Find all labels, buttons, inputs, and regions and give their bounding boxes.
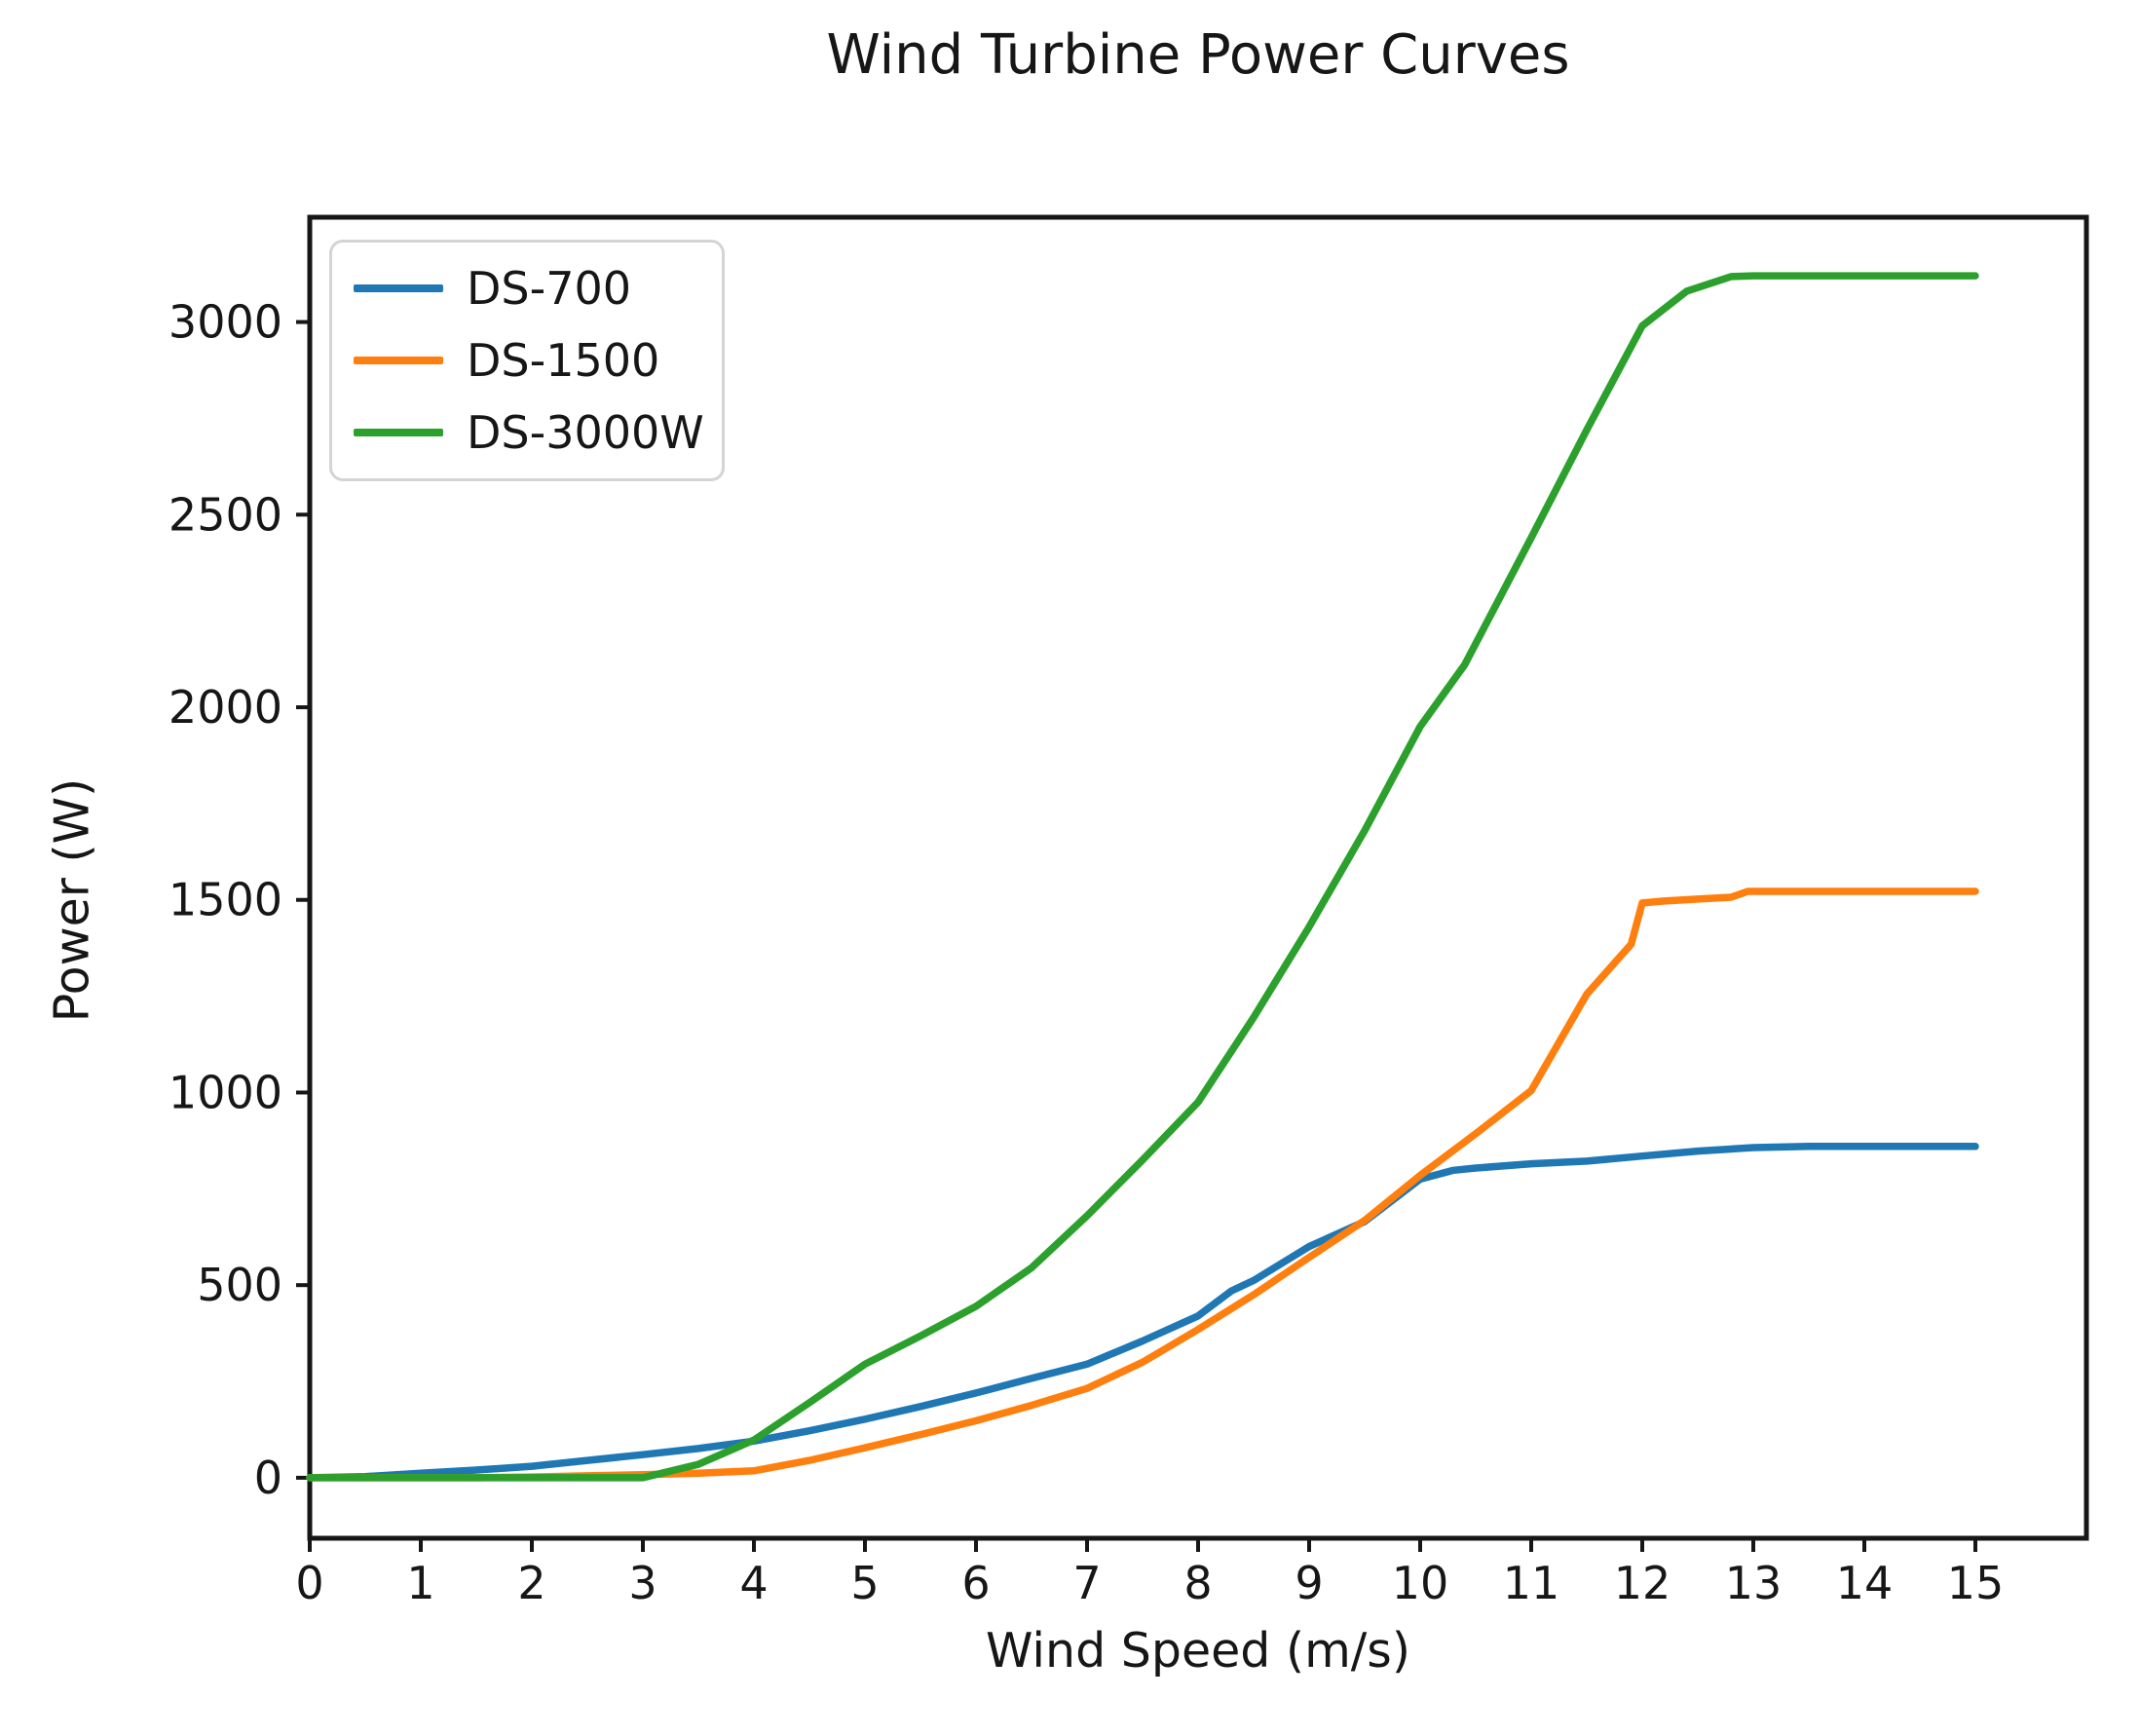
legend-label-ds-1500: DS-1500: [467, 334, 660, 387]
x-tick-label: 9: [1295, 1557, 1323, 1609]
x-tick-label: 10: [1392, 1557, 1449, 1609]
y-tick-label: 1500: [169, 874, 282, 926]
x-tick-label: 15: [1947, 1557, 2005, 1609]
legend-line-swatch-ds-700-icon: [354, 284, 443, 292]
x-tick-label: 3: [628, 1557, 657, 1609]
y-tick-label: 2000: [169, 681, 282, 734]
x-tick-label: 2: [517, 1557, 545, 1609]
x-tick-label: 13: [1725, 1557, 1783, 1609]
chart-title: Wind Turbine Power Curves: [826, 23, 1570, 87]
x-tick-label: 4: [739, 1557, 768, 1609]
legend-item-ds-700: DS-700: [354, 252, 722, 324]
y-tick-label: 500: [197, 1259, 282, 1311]
x-tick-label: 8: [1183, 1557, 1212, 1609]
y-tick-label: 1000: [169, 1066, 282, 1118]
x-tick-label: 5: [850, 1557, 879, 1609]
y-axis-label: Power (W): [44, 777, 100, 1023]
legend: DS-700 DS-1500 DS-3000W: [329, 240, 725, 481]
series-line-ds-700: [306, 1143, 1979, 1482]
x-tick-label: 7: [1072, 1557, 1101, 1609]
legend-label-ds-3000w: DS-3000W: [467, 406, 704, 459]
series-line-ds-1500: [306, 887, 1979, 1482]
x-axis-label: Wind Speed (m/s): [986, 1623, 1410, 1679]
x-tick-label: 6: [961, 1557, 990, 1609]
y-tick-label: 2500: [169, 488, 282, 541]
x-tick-label: 11: [1503, 1557, 1560, 1609]
x-tick-label: 12: [1614, 1557, 1671, 1609]
x-tick-label: 1: [406, 1557, 434, 1609]
legend-item-ds-1500: DS-1500: [354, 324, 722, 396]
legend-item-ds-3000w: DS-3000W: [354, 396, 722, 469]
x-tick-label: 0: [295, 1557, 323, 1609]
legend-line-swatch-ds-3000w-icon: [354, 429, 443, 436]
legend-line-swatch-ds-1500-icon: [354, 357, 443, 364]
y-tick-label: 0: [254, 1452, 282, 1504]
x-tick-label: 14: [1836, 1557, 1894, 1609]
y-tick-label: 3000: [169, 296, 282, 349]
legend-label-ds-700: DS-700: [467, 262, 632, 315]
series-line-ds-3000w: [306, 272, 1979, 1482]
